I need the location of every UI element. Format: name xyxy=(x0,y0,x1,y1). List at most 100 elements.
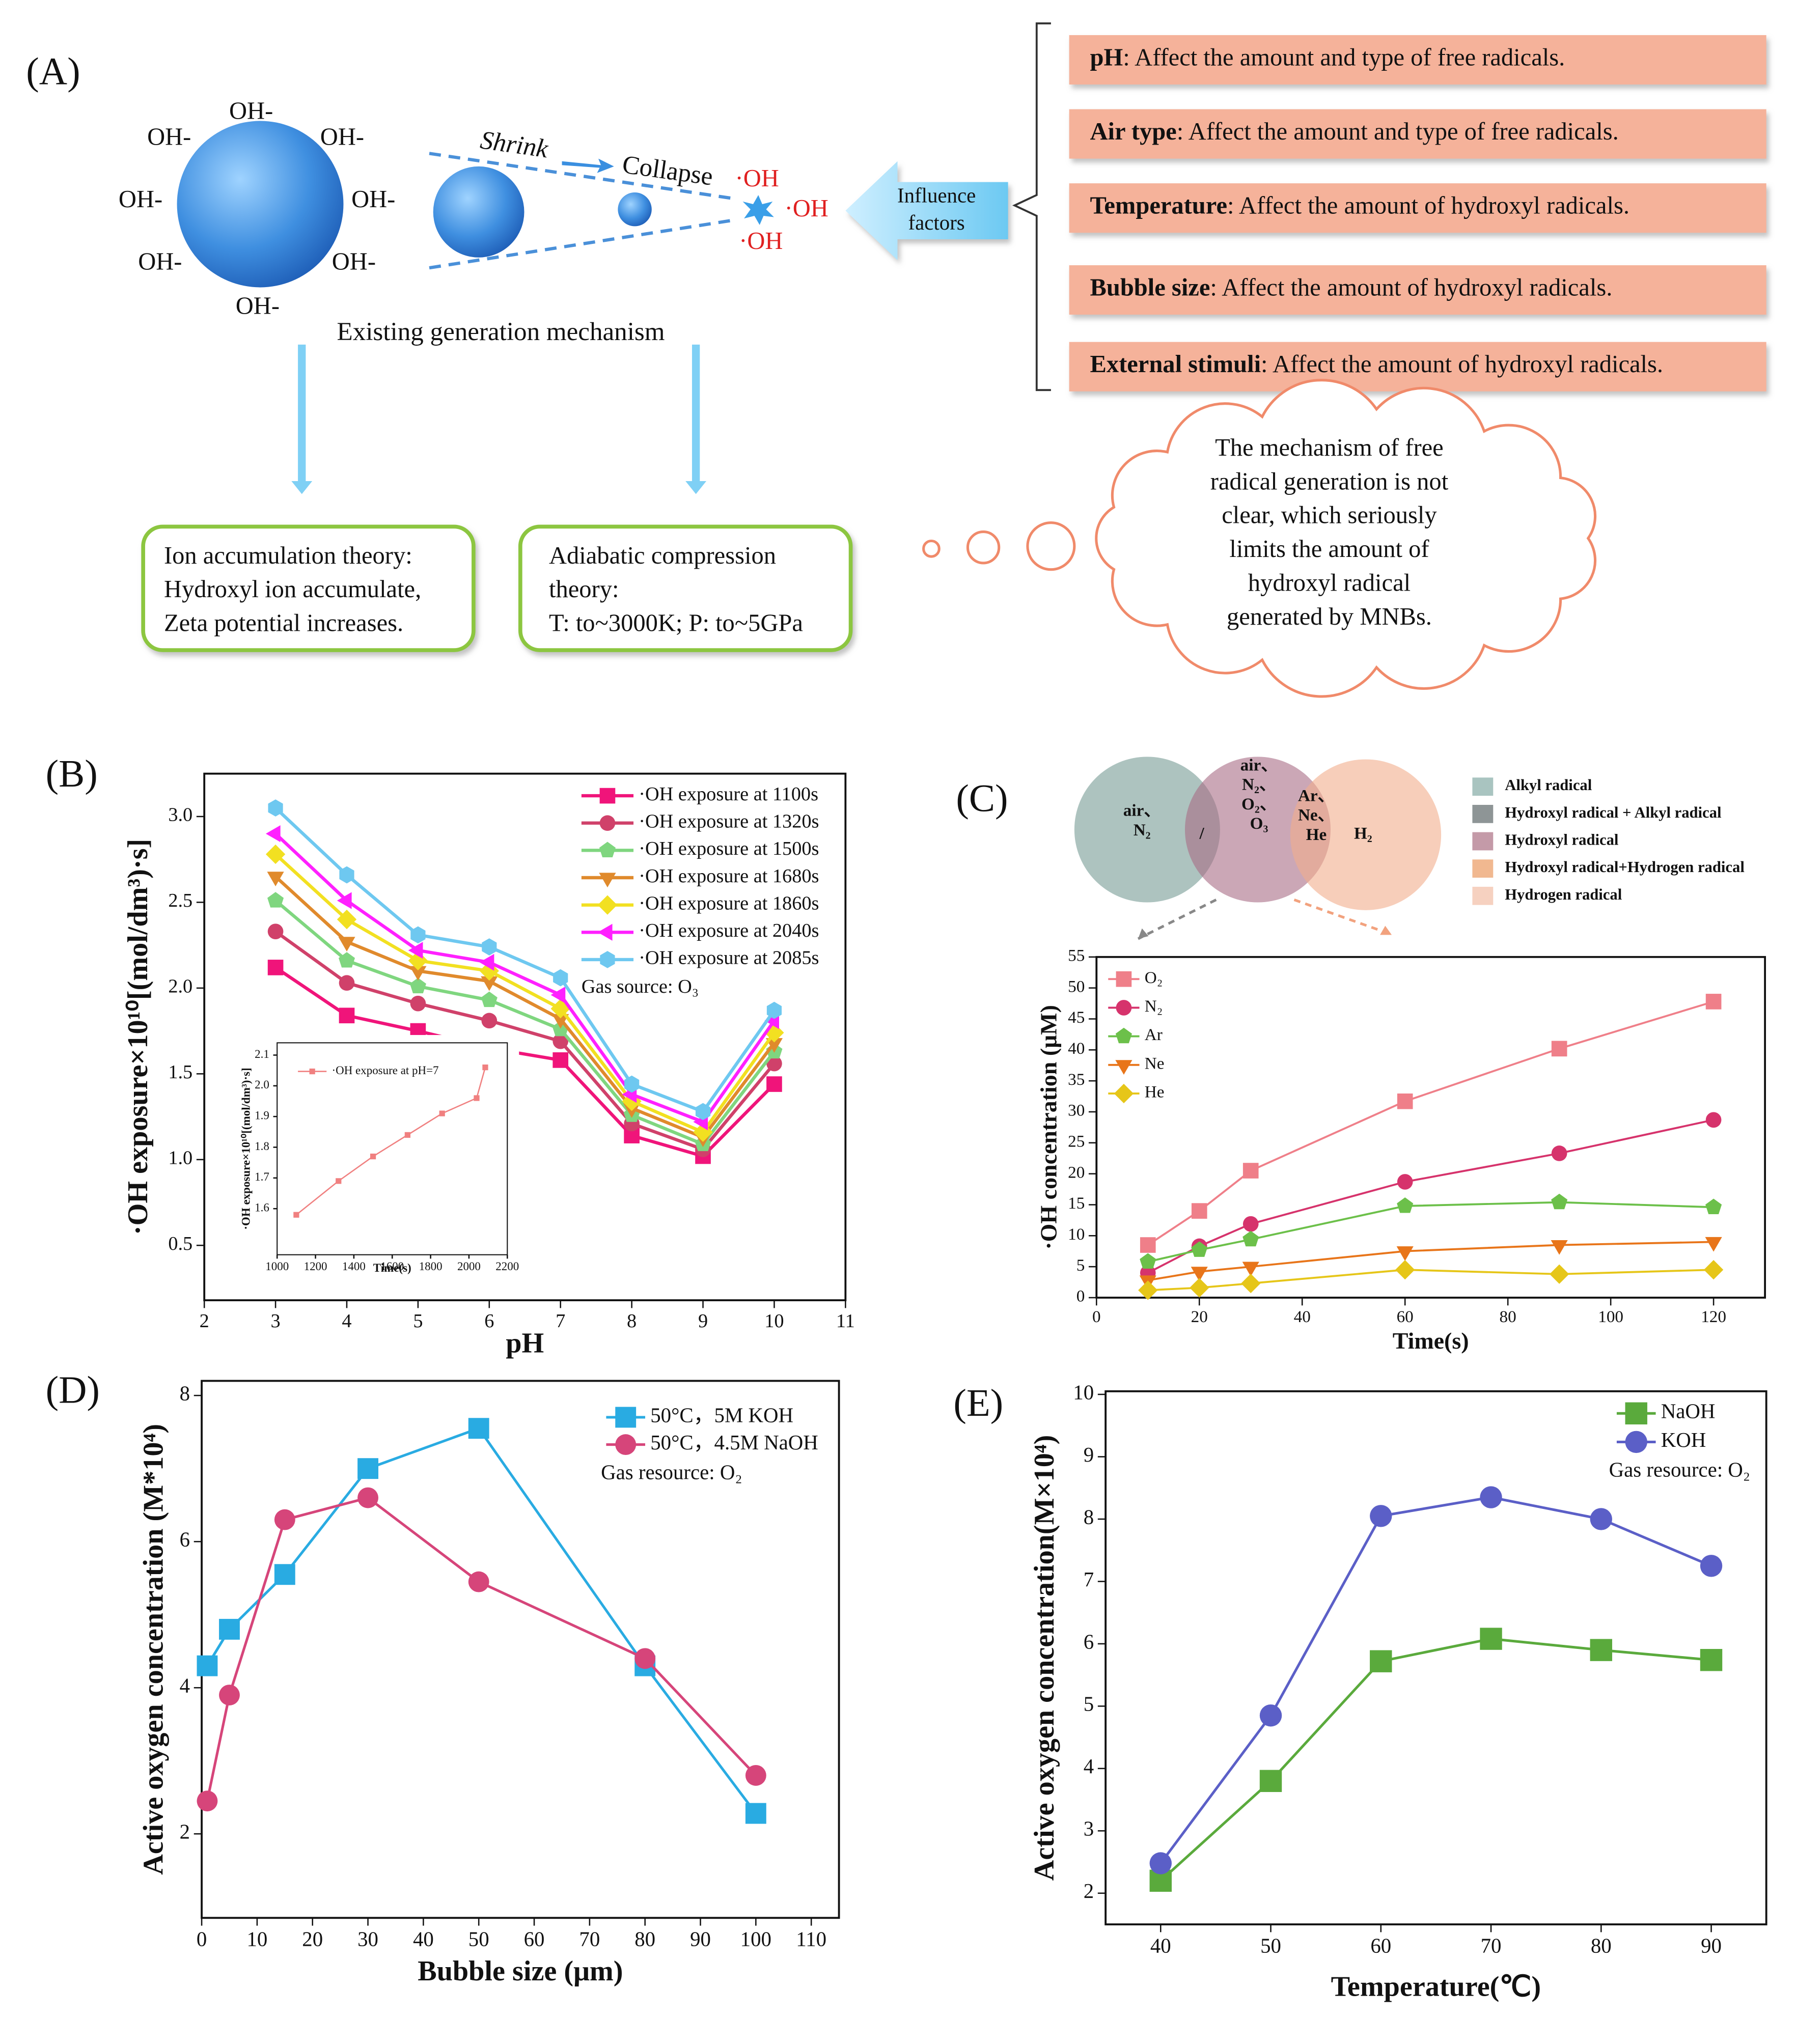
y-tick-label: 35 xyxy=(1068,1070,1085,1089)
marker xyxy=(309,1068,315,1075)
marker xyxy=(197,1790,218,1812)
x-tick-label: 70 xyxy=(579,1928,600,1951)
factor-term: pH xyxy=(1090,44,1123,71)
series-line xyxy=(1159,1637,1711,1882)
x-axis-label: Time(s) xyxy=(1393,1328,1469,1354)
series-line xyxy=(274,806,776,1114)
marker xyxy=(219,1685,240,1705)
down-arrows xyxy=(291,344,707,494)
oh-labels: OH- OH- OH- OH- OH- OH- OH- OH- xyxy=(119,97,395,319)
marker xyxy=(599,815,616,831)
marker xyxy=(479,954,494,971)
marker xyxy=(1551,1145,1567,1161)
series-line xyxy=(1159,1496,1712,1864)
marker xyxy=(339,1007,355,1024)
x-tick-label: 1600 xyxy=(380,1260,404,1273)
marker xyxy=(1480,1486,1502,1508)
series-line xyxy=(274,930,776,1152)
y-tick-label: 55 xyxy=(1068,946,1085,965)
marker xyxy=(1149,1852,1172,1874)
y-tick-label: 10 xyxy=(1073,1381,1094,1404)
factor-text: Air type: Affect the amount and type of … xyxy=(1090,118,1619,145)
radical-label: ·OH xyxy=(739,228,783,255)
annotation: Gas resource: O₂ xyxy=(601,1461,742,1484)
legend-label: ·OH exposure at 1100s xyxy=(639,783,818,805)
panel-label: (E) xyxy=(953,1381,1003,1424)
marker xyxy=(337,892,352,909)
marker xyxy=(1397,1174,1413,1190)
marker xyxy=(408,942,423,959)
marker xyxy=(553,1033,569,1049)
venn-arrow xyxy=(1137,899,1217,940)
venn-arrow xyxy=(1380,926,1392,935)
marker xyxy=(1396,1246,1414,1261)
chart: 0 20 40 60 80 100 120 0 5 10 15 20 25 30 35 40 45 50 55 O₂ N… xyxy=(1035,946,1766,1354)
cloud-text: generated by MNBs. xyxy=(1227,603,1432,630)
legend-label: ·OH exposure at 1860s xyxy=(639,892,819,914)
venn-label: air、 xyxy=(1240,755,1278,774)
plot-frame xyxy=(201,1380,840,1919)
marker xyxy=(468,1571,489,1592)
marker xyxy=(550,986,566,1003)
series-line xyxy=(274,966,776,1158)
plot-frame xyxy=(1104,1390,1768,1925)
factor-text: Temperature: Affect the amount of hydrox… xyxy=(1090,192,1630,219)
x-tick-label: 80 xyxy=(634,1928,655,1951)
marker xyxy=(338,952,355,968)
marker xyxy=(1590,1508,1612,1530)
marker xyxy=(293,1212,299,1218)
legend-label: 50°C，4.5M NaOH xyxy=(650,1431,818,1454)
marker xyxy=(1191,1241,1208,1257)
marker xyxy=(745,1765,766,1786)
x-axis-label: pH xyxy=(506,1327,544,1359)
legend-label: ·OH exposure at 2085s xyxy=(639,947,819,969)
venn-label: H₂ xyxy=(1354,824,1372,843)
marker xyxy=(1551,1041,1567,1057)
venn-label: air、 xyxy=(1123,801,1161,820)
oh-label: OH- xyxy=(236,292,280,319)
venn-label: O₃ xyxy=(1250,814,1268,833)
marker xyxy=(370,1153,376,1160)
venn-circle xyxy=(1184,757,1331,903)
y-axis-label: ·OH concentration (μM) xyxy=(1035,1005,1061,1250)
marker xyxy=(468,1418,489,1439)
marker xyxy=(1242,1163,1259,1179)
marker xyxy=(274,1509,295,1530)
marker xyxy=(1138,1280,1158,1300)
y-tick-label: 1.7 xyxy=(255,1170,269,1183)
marker xyxy=(357,1487,378,1508)
marker xyxy=(1370,1505,1392,1527)
chart: 0 10 20 30 40 50 60 70 80 90 100 110 2 4 6 8 50°C，5M KOH… xyxy=(46,1368,840,1987)
y-axis-label: ·OH exposure×10¹⁰[(mol/dm³)·s] xyxy=(122,839,154,1235)
marker xyxy=(1114,1083,1134,1104)
legend-label: Hydroxyl radical xyxy=(1505,831,1618,849)
y-axis-label: ·OH exposure×10¹⁰[(mol/dm³)·s] xyxy=(240,1068,253,1229)
marker xyxy=(267,872,284,886)
marker xyxy=(1705,1237,1722,1252)
influence-label: factors xyxy=(908,211,965,234)
marker xyxy=(474,1095,480,1101)
marker xyxy=(339,975,355,991)
marker xyxy=(1190,1278,1209,1298)
x-tick-label: 4 xyxy=(342,1310,351,1332)
x-tick-label: 50 xyxy=(1260,1934,1281,1957)
thought-bubble xyxy=(966,530,1001,565)
chart: 2 3 4 5 6 7 8 9 10 11 0.5 1.0 1.5 2.0 2.5 3.0 ·OH exposu… xyxy=(46,752,855,1359)
x-tick-label: 120 xyxy=(1701,1307,1726,1326)
y-tick-label: 8 xyxy=(180,1382,190,1405)
x-tick-label: 2000 xyxy=(457,1260,481,1273)
marker xyxy=(1191,1203,1207,1219)
legend-label: Hydrogen radical xyxy=(1505,886,1622,903)
marker xyxy=(553,1052,569,1068)
legend-label: ·OH exposure at 2040s xyxy=(639,920,819,941)
cloud-text: hydroxyl radical xyxy=(1248,569,1411,596)
factor-box xyxy=(1069,35,1766,85)
legend-label: N₂ xyxy=(1145,997,1163,1016)
y-tick-label: 2.5 xyxy=(168,890,192,911)
y-tick-label: 1.0 xyxy=(168,1147,192,1169)
x-tick-label: 10 xyxy=(246,1928,267,1951)
series-line xyxy=(1147,1000,1714,1246)
x-tick-label: 1200 xyxy=(304,1260,327,1273)
annotation: Gas resource: O₂ xyxy=(1609,1459,1750,1481)
chart: 1000 1200 1400 1600 1800 2000 2200 1.6 1.7 1.8 1.9… xyxy=(231,1035,519,1286)
